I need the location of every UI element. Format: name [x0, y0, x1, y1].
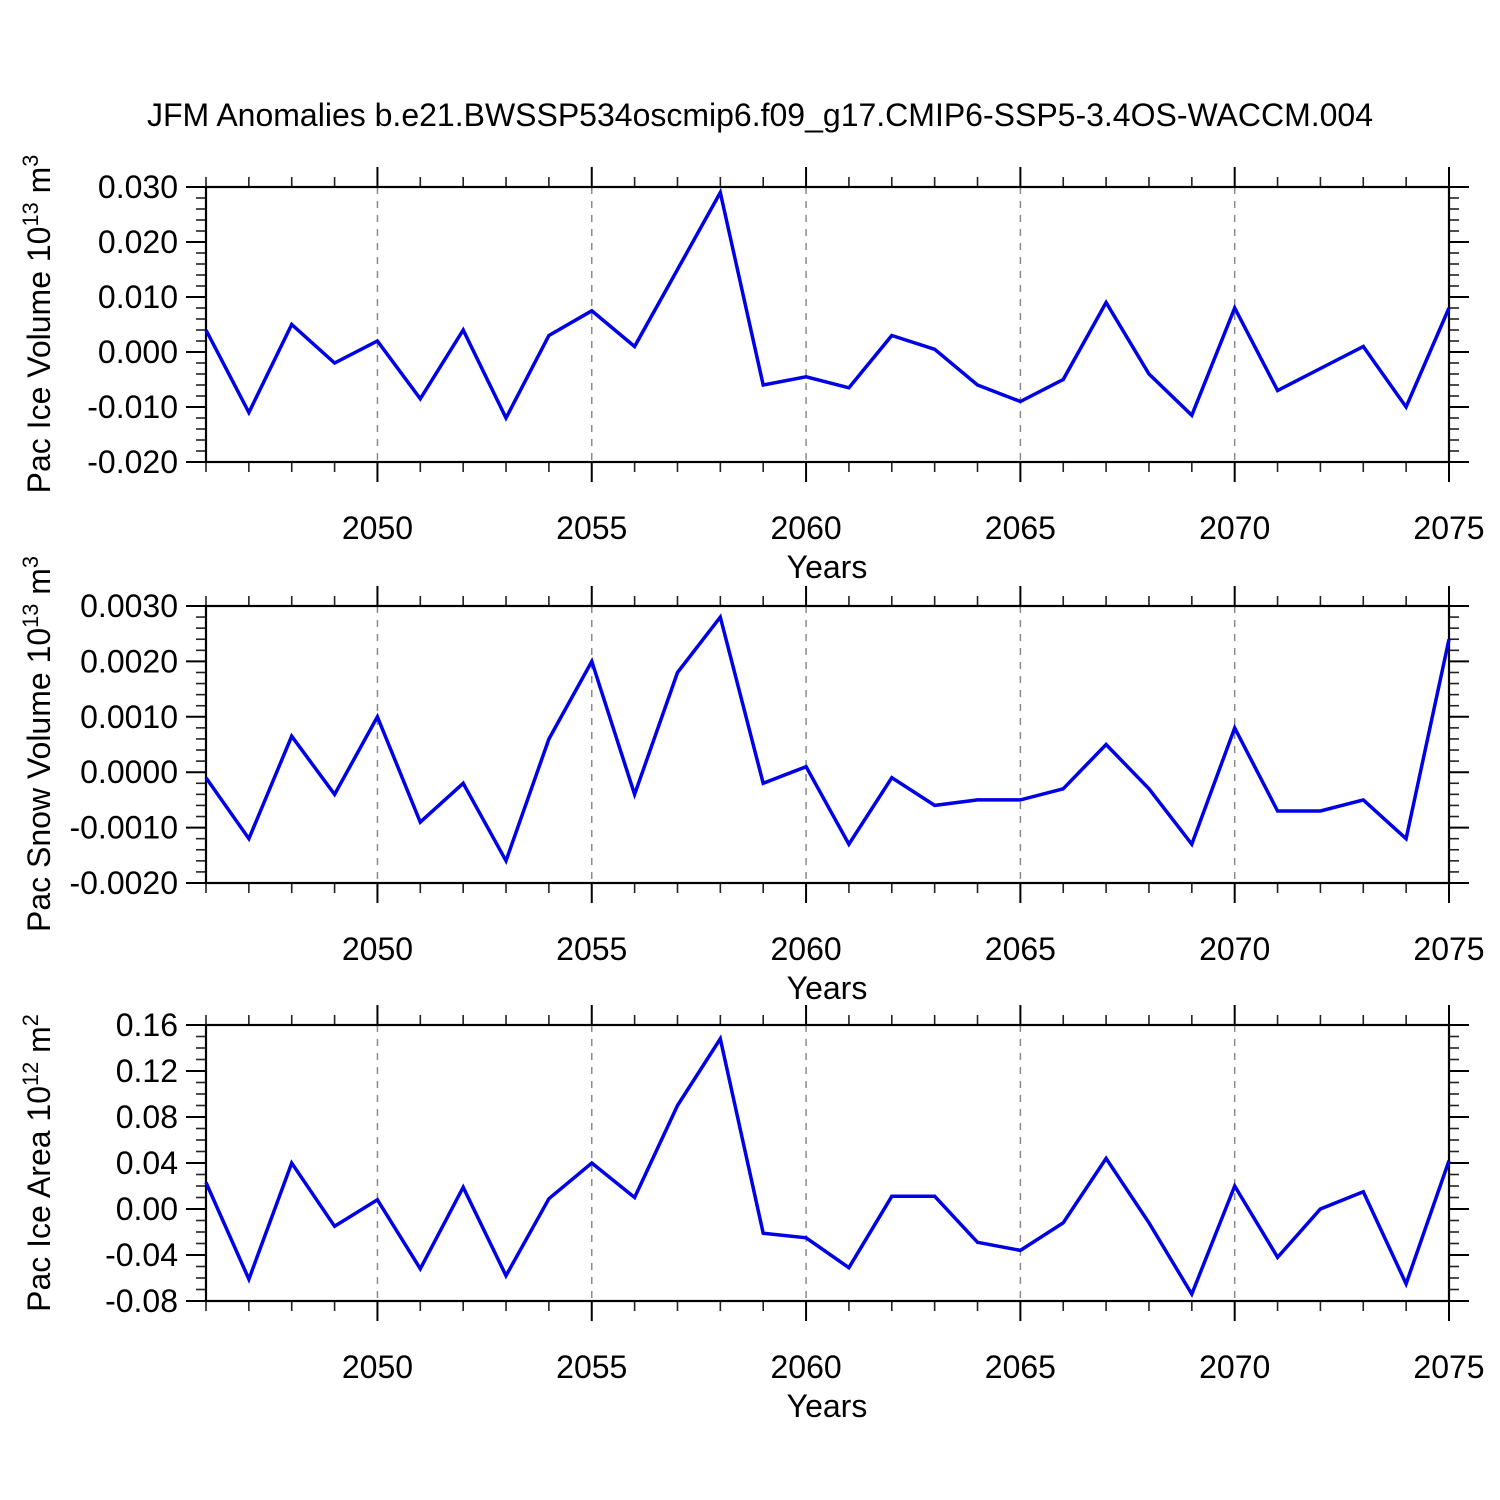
- y-axis-title-unit-exponent: 3: [18, 555, 44, 569]
- y-tick-label: 0.0000: [80, 754, 178, 790]
- y-tick-label: -0.0020: [69, 865, 178, 901]
- x-tick-label: 2065: [985, 1349, 1056, 1385]
- y-axis-title-unit-exponent: 2: [18, 1014, 44, 1027]
- plot-frame-pac-ice-area: [204, 1023, 1451, 1303]
- x-tick-label: 2065: [985, 510, 1056, 546]
- y-axis-title-pac-snow-volume: Pac Snow Volume 1013 m3: [18, 556, 58, 932]
- x-axis-title-years-panel1: Years: [786, 549, 868, 585]
- plot-frame-pac-snow-volume: [204, 604, 1451, 885]
- data-line-pac-snow-volume: [204, 613, 1451, 866]
- y-tick-label: -0.04: [105, 1237, 178, 1273]
- y-tick-label: -0.0010: [69, 810, 178, 846]
- y-tick-label: 0.00: [116, 1191, 178, 1227]
- x-axis-title-years-panel3: Years: [786, 1388, 868, 1424]
- y-axis-title-text: Pac Snow Volume 10: [20, 627, 57, 933]
- y-tick-label: 0.000: [98, 334, 178, 370]
- x-tick-label: 2075: [1413, 510, 1484, 546]
- x-tick-label: 2070: [1199, 510, 1270, 546]
- y-axis-title-unit: m: [20, 568, 57, 604]
- y-tick-label: -0.08: [105, 1283, 178, 1319]
- plot-frame-pac-ice-volume: [204, 185, 1451, 464]
- y-tick-label: -0.010: [87, 389, 178, 425]
- x-tick-label: 2065: [985, 931, 1056, 967]
- x-tick-label: 2070: [1199, 931, 1270, 967]
- y-tick-label: 0.0020: [80, 643, 178, 679]
- x-tick-label: 2070: [1199, 1349, 1270, 1385]
- x-tick-label: 2055: [556, 1349, 627, 1385]
- y-tick-label: 0.0010: [80, 699, 178, 735]
- x-tick-label: 2050: [342, 931, 413, 967]
- y-tick-label: 0.12: [116, 1053, 178, 1089]
- y-axis-title-pac-ice-volume: Pac Ice Volume 1013 m3: [18, 155, 58, 494]
- x-tick-label: 2060: [770, 1349, 841, 1385]
- y-tick-label: 0.020: [98, 224, 178, 260]
- data-line-pac-ice-volume: [204, 187, 1451, 422]
- y-tick-label: 0.010: [98, 279, 178, 315]
- x-tick-label: 2055: [556, 510, 627, 546]
- y-tick-label: 0.030: [98, 169, 178, 205]
- y-axis-title-exponent: 13: [18, 202, 44, 227]
- x-tick-label: 2075: [1413, 931, 1484, 967]
- y-tick-label: -0.020: [87, 444, 178, 480]
- data-line-pac-ice-area: [204, 1034, 1451, 1299]
- x-tick-label: 2050: [342, 1349, 413, 1385]
- x-tick-label: 2075: [1413, 1349, 1484, 1385]
- x-tick-label: 2060: [770, 931, 841, 967]
- y-tick-label: 0.04: [116, 1145, 178, 1181]
- x-tick-label: 2060: [770, 510, 841, 546]
- y-axis-title-text: Pac Ice Volume 10: [20, 226, 57, 494]
- y-tick-label: 0.08: [116, 1099, 178, 1135]
- y-axis-title-exponent: 13: [18, 603, 44, 628]
- chart-title: JFM Anomalies b.e21.BWSSP534oscmip6.f09_…: [147, 97, 1373, 133]
- y-axis-title-text: Pac Ice Area 10: [20, 1085, 57, 1312]
- y-axis-title-unit: m: [20, 1026, 57, 1062]
- y-tick-label: 0.0030: [80, 588, 178, 624]
- x-tick-label: 2050: [342, 510, 413, 546]
- x-tick-label: 2055: [556, 931, 627, 967]
- y-axis-title-unit: m: [20, 166, 57, 203]
- y-tick-label: 0.16: [116, 1007, 178, 1043]
- x-axis-title-years-panel2: Years: [786, 970, 868, 1006]
- y-axis-title-pac-ice-area: Pac Ice Area 1012 m2: [18, 1014, 58, 1312]
- y-axis-title-unit-exponent: 3: [18, 154, 44, 167]
- y-axis-title-exponent: 12: [18, 1061, 44, 1086]
